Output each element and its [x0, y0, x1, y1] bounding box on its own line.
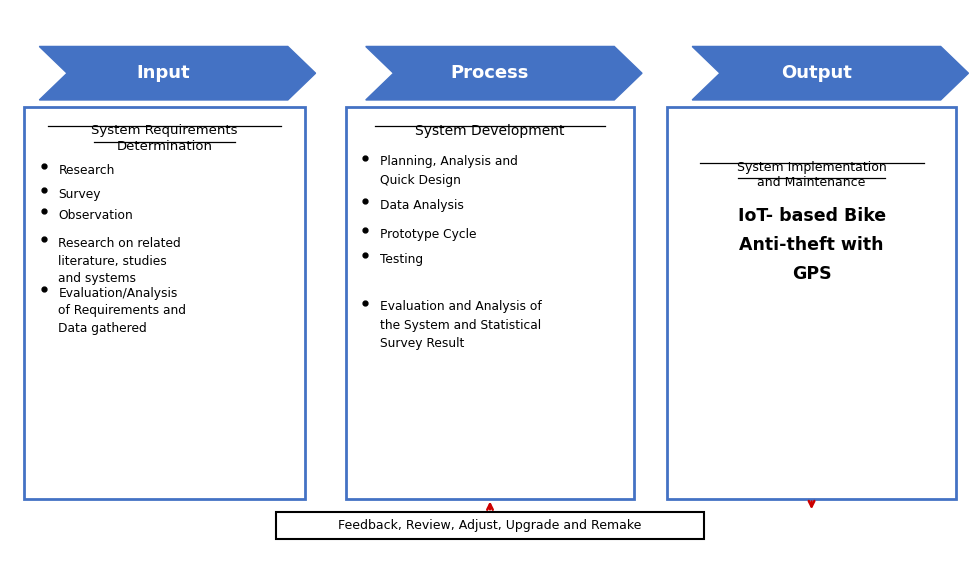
- Text: System Implementation: System Implementation: [737, 160, 887, 174]
- Polygon shape: [39, 47, 316, 100]
- Text: Observation: Observation: [59, 209, 133, 222]
- Text: Prototype Cycle: Prototype Cycle: [380, 228, 476, 241]
- Text: Process: Process: [451, 64, 529, 82]
- FancyBboxPatch shape: [667, 107, 956, 498]
- Text: Determination: Determination: [117, 140, 213, 152]
- Text: Evaluation/Analysis
of Requirements and
Data gathered: Evaluation/Analysis of Requirements and …: [59, 287, 186, 335]
- FancyBboxPatch shape: [275, 512, 705, 539]
- Text: System Requirements: System Requirements: [91, 124, 238, 137]
- Text: Planning, Analysis and
Quick Design: Planning, Analysis and Quick Design: [380, 155, 517, 187]
- Text: Feedback, Review, Adjust, Upgrade and Remake: Feedback, Review, Adjust, Upgrade and Re…: [338, 519, 642, 532]
- Polygon shape: [692, 47, 968, 100]
- FancyBboxPatch shape: [346, 107, 634, 498]
- Text: Research on related
literature, studies
and systems: Research on related literature, studies …: [59, 237, 181, 285]
- Text: Input: Input: [137, 64, 190, 82]
- Text: System Development: System Development: [416, 124, 564, 138]
- Polygon shape: [366, 47, 642, 100]
- Text: Testing: Testing: [380, 253, 423, 266]
- Text: IoT- based Bike
Anti-theft with
GPS: IoT- based Bike Anti-theft with GPS: [738, 207, 886, 283]
- Text: and Maintenance: and Maintenance: [758, 176, 865, 189]
- Text: Data Analysis: Data Analysis: [380, 199, 464, 212]
- Text: Output: Output: [781, 64, 852, 82]
- Text: Research: Research: [59, 164, 115, 177]
- FancyBboxPatch shape: [24, 107, 305, 498]
- Text: Evaluation and Analysis of
the System and Statistical
Survey Result: Evaluation and Analysis of the System an…: [380, 300, 542, 351]
- Text: Survey: Survey: [59, 188, 101, 201]
